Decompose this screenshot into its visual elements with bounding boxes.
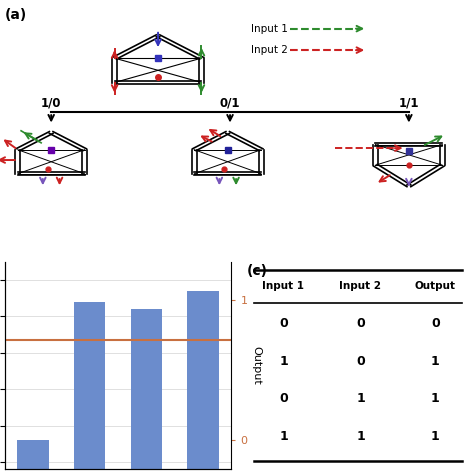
Text: 1: 1 [356,392,365,405]
Text: 1: 1 [356,429,365,443]
Text: 1: 1 [279,355,288,368]
Text: 0: 0 [431,317,440,330]
Text: 1: 1 [431,355,440,368]
Text: Input 2: Input 2 [339,282,382,292]
Text: 0: 0 [356,355,365,368]
Text: Input 1: Input 1 [251,24,288,34]
Text: 1: 1 [431,392,440,405]
Text: 1: 1 [279,429,288,443]
Text: Output: Output [415,282,456,292]
Y-axis label: Output: Output [251,346,261,385]
Text: 0: 0 [279,317,288,330]
Text: 1/0: 1/0 [41,97,62,110]
Bar [18,440,49,474]
Text: Input 2: Input 2 [251,45,288,55]
Text: (c): (c) [247,264,268,278]
Text: 0: 0 [356,317,365,330]
Bar [131,309,162,474]
Bar [74,301,105,474]
Text: 1/1: 1/1 [399,97,419,110]
Text: Input 1: Input 1 [263,282,304,292]
Text: 0: 0 [279,392,288,405]
Text: 1: 1 [431,429,440,443]
Bar [187,291,219,474]
Text: 0/1: 0/1 [220,97,240,110]
Text: (a): (a) [5,9,27,22]
